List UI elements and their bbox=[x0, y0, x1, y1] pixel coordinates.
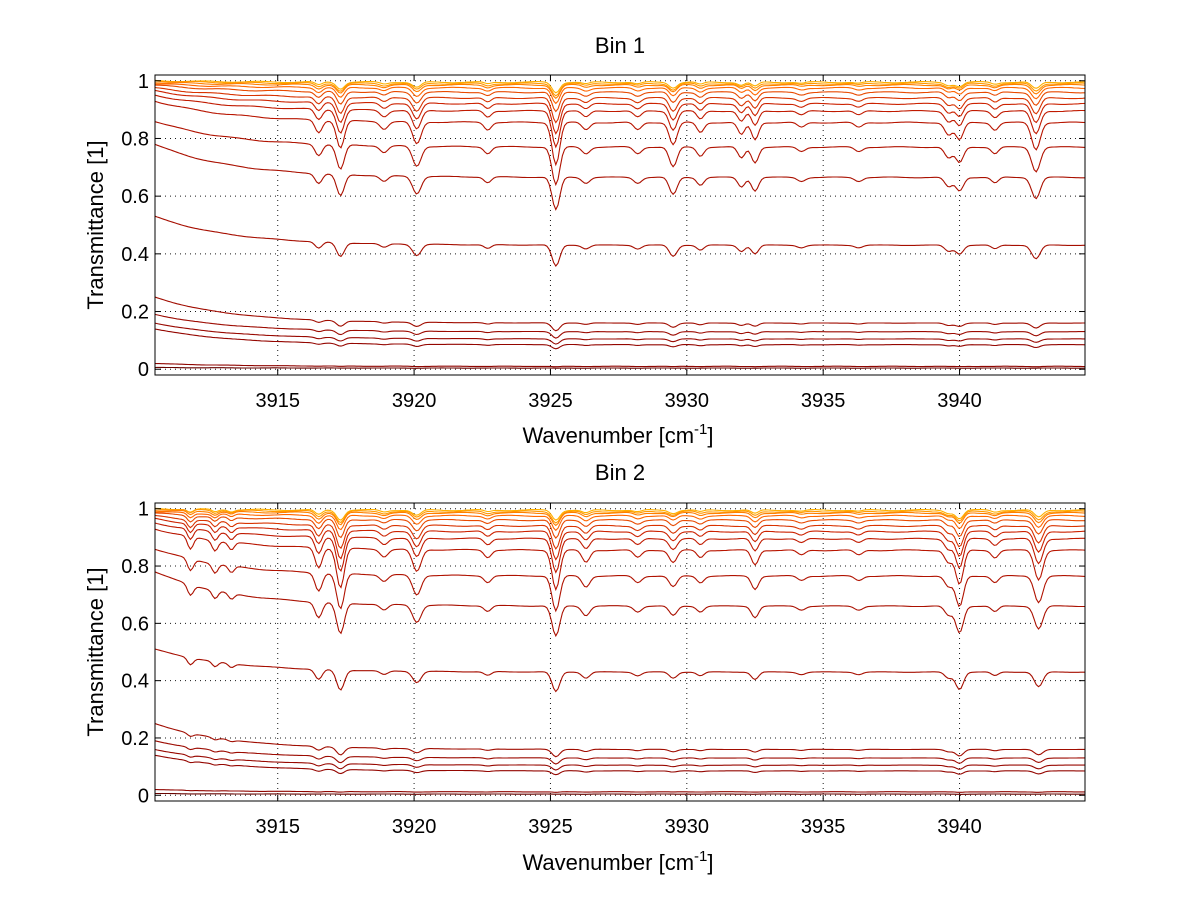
y-tick-label: 0.8 bbox=[121, 128, 149, 150]
x-tick-label: 3930 bbox=[665, 390, 710, 412]
spectrum-line bbox=[155, 789, 1085, 793]
spectrum-line bbox=[155, 511, 1086, 532]
y-tick-label: 0.2 bbox=[121, 728, 149, 750]
x-tick-label: 3920 bbox=[392, 816, 437, 838]
spectrum-line bbox=[154, 82, 1086, 100]
axis-ticks: 3915 3920 3925 3930 3935 3940 0 0.2 0.4 0.6 0.8 1 bbox=[121, 499, 1085, 838]
y-axis-label: Transmittance [1] bbox=[83, 567, 108, 736]
x-axis-label-superscript: -1 bbox=[694, 421, 707, 438]
spectrum-line bbox=[154, 80, 1086, 97]
grid bbox=[155, 503, 1085, 801]
x-tick-label: 3925 bbox=[528, 816, 573, 838]
spectrum-line bbox=[154, 508, 1085, 524]
spectrum-line bbox=[154, 296, 1085, 332]
y-tick-label: 0 bbox=[138, 785, 149, 807]
spectrum-line bbox=[154, 740, 1085, 765]
x-axis-label-bracket: ] bbox=[707, 423, 713, 448]
x-axis-label-bracket: ] bbox=[707, 850, 713, 875]
spectrum-line bbox=[154, 528, 1086, 592]
spectrum-line bbox=[154, 517, 1086, 561]
spectrum-line bbox=[154, 100, 1086, 167]
series-lines bbox=[154, 507, 1086, 795]
x-tick-label: 3925 bbox=[528, 390, 573, 412]
y-tick-label: 0.4 bbox=[121, 671, 149, 693]
spectrum-line bbox=[154, 79, 1086, 94]
x-axis-label-superscript: -1 bbox=[694, 848, 707, 865]
x-tick-label: 3940 bbox=[937, 390, 982, 412]
chart-panel-bin-1: Bin 1 3915 3920 3925 3930 3935 3940 0 0.2 0.4 0.6… bbox=[83, 33, 1086, 448]
spectrum-line bbox=[154, 748, 1085, 771]
spectrum-line bbox=[154, 121, 1086, 187]
x-tick-label: 3920 bbox=[392, 390, 437, 412]
spectrum-line bbox=[154, 514, 1086, 550]
x-tick-label: 3935 bbox=[801, 390, 846, 412]
series-lines bbox=[154, 79, 1086, 369]
spectrum-line bbox=[154, 143, 1085, 211]
spectrum-line bbox=[154, 754, 1086, 776]
spectrum-line bbox=[155, 792, 1085, 795]
spectrum-line bbox=[154, 86, 1086, 124]
y-tick-label: 0.6 bbox=[121, 613, 149, 635]
spectrum-line bbox=[154, 84, 1085, 113]
x-tick-label: 3915 bbox=[255, 390, 300, 412]
y-axis-label: Transmittance [1] bbox=[83, 140, 108, 309]
x-axis-label-text: Wavenumber [cm bbox=[522, 850, 694, 875]
chart-panel-bin-2: Bin 2 3915 3920 3925 3930 3935 3940 0 0.2 0.4 0.6… bbox=[83, 460, 1086, 875]
y-tick-label: 0.8 bbox=[121, 556, 149, 578]
x-axis-label-text: Wavenumber [cm bbox=[522, 423, 694, 448]
spectrum-line bbox=[154, 89, 1086, 135]
plot-area-border bbox=[154, 74, 1086, 376]
spectrum-line bbox=[154, 362, 1085, 368]
x-axis-label: Wavenumber [cm-1] bbox=[522, 421, 713, 448]
spectrum-line bbox=[154, 510, 1086, 527]
x-tick-label: 3940 bbox=[937, 816, 982, 838]
spectrum-line bbox=[154, 722, 1085, 758]
x-axis-label: Wavenumber [cm-1] bbox=[522, 848, 713, 875]
spectrum-line bbox=[154, 507, 1086, 521]
y-tick-label: 0.4 bbox=[121, 244, 149, 266]
spectrum-line bbox=[154, 322, 1085, 345]
axis-ticks: 3915 3920 3925 3930 3935 3940 0 0.2 0.4 0.6 0.8 1 bbox=[121, 71, 1085, 412]
spectrum-line bbox=[154, 522, 1085, 574]
spectrum-line bbox=[154, 571, 1085, 638]
x-tick-label: 3935 bbox=[801, 816, 846, 838]
y-tick-label: 0 bbox=[138, 359, 149, 381]
spectrum-line bbox=[154, 313, 1085, 339]
spectrum-line bbox=[154, 648, 1085, 693]
y-tick-label: 0.2 bbox=[121, 302, 149, 324]
spectrum-line bbox=[154, 548, 1086, 613]
plot-area-border bbox=[154, 502, 1086, 802]
spectrum-line bbox=[154, 83, 1086, 105]
chart-title: Bin 2 bbox=[595, 460, 645, 485]
x-tick-label: 3930 bbox=[665, 816, 710, 838]
x-tick-label: 3915 bbox=[255, 816, 300, 838]
spectrum-line bbox=[154, 94, 1086, 149]
y-tick-label: 1 bbox=[138, 499, 149, 521]
spectrum-line bbox=[154, 366, 1086, 369]
spectrum-line bbox=[154, 328, 1086, 350]
spectrum-line bbox=[154, 215, 1085, 267]
y-tick-label: 1 bbox=[138, 71, 149, 93]
chart-title: Bin 1 bbox=[595, 33, 645, 58]
y-tick-label: 0.6 bbox=[121, 186, 149, 208]
spectrum-line bbox=[154, 512, 1085, 539]
